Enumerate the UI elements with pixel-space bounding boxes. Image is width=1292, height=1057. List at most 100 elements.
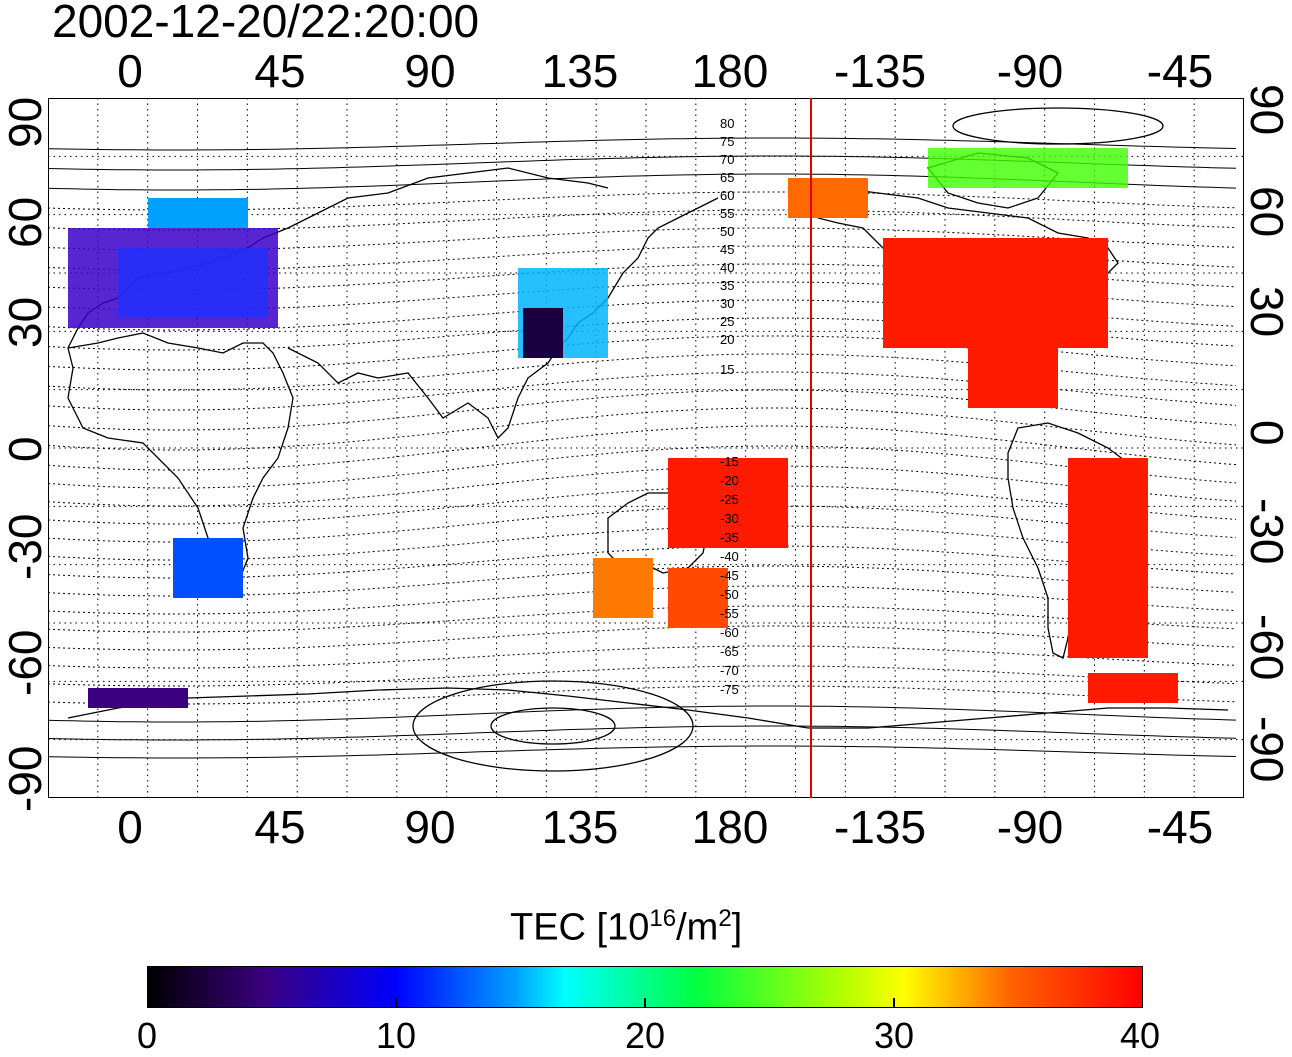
magnetic-contour xyxy=(48,625,1237,651)
colorbar-title-main: TEC [10 xyxy=(510,906,650,949)
y-tick-right: 60 xyxy=(1241,186,1292,238)
y-tick-right: -90 xyxy=(1241,716,1292,783)
colorbar-tick: 30 xyxy=(873,1015,915,1056)
magnetic-contour xyxy=(48,705,1237,723)
tec-cluster-south-america xyxy=(1068,458,1148,658)
contour-label-south: -60 xyxy=(720,625,739,640)
magnetic-contour xyxy=(48,565,1237,597)
colorbar xyxy=(147,966,1143,1008)
magnetic-contour xyxy=(48,425,1237,471)
contour-label-south: -70 xyxy=(720,663,739,678)
x-tick-top: 45 xyxy=(254,45,306,97)
contour-label-south: -30 xyxy=(720,511,739,526)
magnetic-contour xyxy=(48,685,1237,705)
magnetic-contour xyxy=(48,745,1237,759)
magnetic-contour xyxy=(48,407,1237,451)
y-tick-right: -60 xyxy=(1241,614,1292,681)
x-tick-bottom: 0 xyxy=(117,801,143,853)
contour-label-north: 65 xyxy=(720,170,734,185)
x-tick-bottom: -90 xyxy=(996,801,1064,853)
contour-label-north: 40 xyxy=(720,260,734,275)
magnetic-contour xyxy=(48,227,1237,251)
tec-cluster-new-zealand xyxy=(668,568,728,628)
magnetic-contour xyxy=(48,525,1237,561)
magnetic-contour xyxy=(48,465,1237,507)
magnetic-contour xyxy=(48,209,1237,231)
magnetic-contour xyxy=(48,645,1237,669)
magnetic-contour xyxy=(48,445,1237,489)
y-tick-left: 0 xyxy=(0,436,51,462)
y-tick-left: 60 xyxy=(0,196,51,248)
contour-label-north: 15 xyxy=(720,362,734,377)
x-tick-bottom: 90 xyxy=(404,801,456,853)
y-tick-right: 30 xyxy=(1241,286,1292,338)
tec-cluster-pacific xyxy=(668,458,788,548)
y-tick-left: 90 xyxy=(0,96,51,148)
contour-label-north: 75 xyxy=(720,134,734,149)
geomagnetic-contours xyxy=(48,107,1237,772)
pole-contour xyxy=(412,680,694,772)
x-tick-bottom: 180 xyxy=(691,801,769,853)
contour-label-north: 55 xyxy=(720,206,734,221)
tec-cluster-greenland xyxy=(928,148,1128,188)
colorbar-tick: 20 xyxy=(624,1015,666,1056)
contour-label-north: 70 xyxy=(720,152,734,167)
pole-contour xyxy=(490,707,616,745)
x-tick-bottom: -45 xyxy=(1146,801,1214,853)
magnetic-contour xyxy=(48,389,1237,431)
contour-label-south: -55 xyxy=(720,606,739,621)
magnetic-contour xyxy=(48,137,1237,151)
magnetic-contour xyxy=(48,485,1237,525)
tec-map: 80 75 70 65 60 55 50 45 40 35 30 25 20 15 -15 -20 -25 -30… xyxy=(48,98,1244,798)
contour-label-north: 60 xyxy=(720,188,734,203)
colorbar-title: TEC [1016/m2] xyxy=(510,905,742,950)
x-tick-top: -135 xyxy=(833,45,927,97)
contour-label-south: -65 xyxy=(720,644,739,659)
contour-label-north: 45 xyxy=(720,242,734,257)
magnetic-contour xyxy=(48,585,1237,615)
colorbar-title-exp2: 2 xyxy=(718,905,732,932)
contour-label-north: 25 xyxy=(720,314,734,329)
contour-labels: 80 75 70 65 60 55 50 45 40 35 30 25 20 15 -15 -20 -25 -30… xyxy=(720,116,739,697)
x-tick-top: -45 xyxy=(1146,45,1214,97)
tec-cluster-antarctica xyxy=(88,688,188,708)
magnetic-contour xyxy=(48,545,1237,579)
contour-label-south: -35 xyxy=(720,530,739,545)
colorbar-title-close: ] xyxy=(731,906,743,949)
colorbar-tick: 10 xyxy=(375,1015,417,1056)
tec-cluster-scandinavia xyxy=(148,198,248,228)
magnetic-contour xyxy=(48,725,1237,741)
pole-contour xyxy=(952,107,1164,145)
tec-observations xyxy=(68,148,1178,708)
magnetic-contour xyxy=(48,191,1237,211)
tec-cluster-japan-low xyxy=(523,308,563,358)
contour-label-south: -75 xyxy=(720,682,739,697)
magnetic-contour xyxy=(48,665,1237,687)
y-tick-left: 30 xyxy=(0,296,51,348)
contour-label-north: 35 xyxy=(720,278,734,293)
contour-label-south: -20 xyxy=(720,473,739,488)
y-tick-left: -30 xyxy=(0,513,51,580)
colorbar-tick: 40 xyxy=(1119,1015,1161,1056)
contour-label-south: -45 xyxy=(720,568,739,583)
tec-cluster-central-america xyxy=(968,348,1058,408)
y-tick-left: -90 xyxy=(0,745,51,812)
contour-label-north: 20 xyxy=(720,332,734,347)
x-tick-top: 180 xyxy=(691,45,769,97)
x-tick-top: 90 xyxy=(404,45,456,97)
x-tick-bottom: -135 xyxy=(833,801,927,853)
x-tick-top: 135 xyxy=(541,45,619,97)
contour-label-north: 50 xyxy=(720,224,734,239)
tec-cluster-south-africa xyxy=(173,538,243,598)
magnetic-contour xyxy=(48,371,1237,411)
y-tick-right: 90 xyxy=(1241,84,1292,136)
x-tick-bottom: 45 xyxy=(254,801,306,853)
y-tick-left: -60 xyxy=(0,629,51,696)
colorbar-title-exp: 16 xyxy=(649,905,677,932)
contour-label-north: 30 xyxy=(720,296,734,311)
tec-cluster-europe-core xyxy=(118,248,268,318)
x-tick-top: 0 xyxy=(117,45,143,97)
tec-cluster-north-america xyxy=(883,238,1108,348)
contour-label-south: -25 xyxy=(720,492,739,507)
contour-label-south: -15 xyxy=(720,454,739,469)
